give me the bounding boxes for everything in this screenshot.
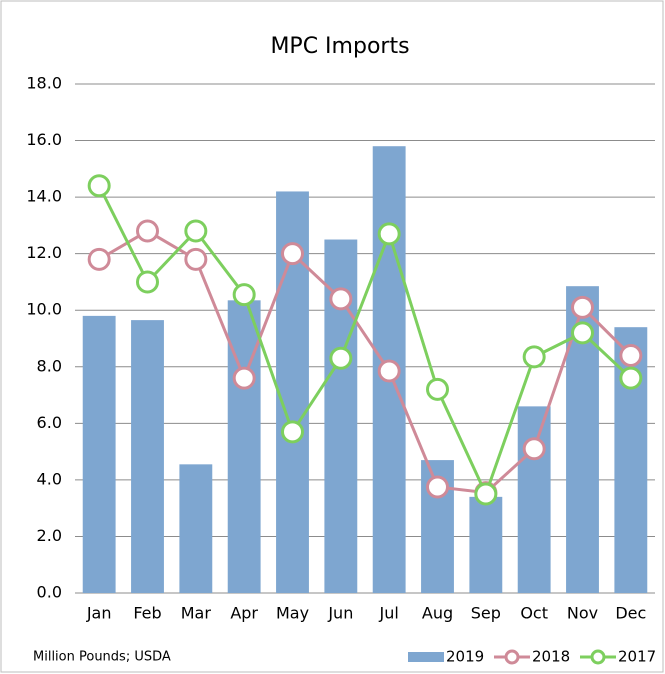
- x-tick-label: Feb: [133, 604, 161, 623]
- y-tick-label: 6.0: [37, 413, 62, 432]
- marker: [522, 345, 546, 369]
- bar: [82, 315, 116, 593]
- marker: [281, 242, 304, 266]
- legend-swatch: [408, 652, 444, 662]
- marker: [426, 377, 449, 401]
- marker: [232, 283, 256, 307]
- y-tick-label: 0.0: [37, 583, 62, 602]
- bar: [131, 320, 164, 593]
- marker: [571, 321, 594, 345]
- y-tick-label: 2.0: [37, 526, 62, 545]
- y-tick-label: 16.0: [26, 130, 62, 149]
- y-tick-label: 10.0: [26, 300, 62, 319]
- y-tick-label: 18.0: [26, 74, 62, 93]
- legend-label: 2019: [446, 648, 484, 666]
- x-tick-label: Oct: [520, 604, 548, 623]
- x-tick-label: Jan: [86, 604, 112, 623]
- chart-title: MPC Imports: [270, 34, 409, 59]
- x-tick-label: May: [276, 604, 309, 623]
- marker: [136, 270, 159, 294]
- y-tick-label: 4.0: [37, 469, 62, 488]
- x-tick-label: Nov: [567, 604, 598, 623]
- y-tick-label: 14.0: [26, 187, 62, 206]
- marker: [281, 420, 304, 444]
- x-tick-label: Jul: [379, 604, 399, 623]
- legend-label: 2017: [618, 648, 656, 666]
- legend-swatch: [590, 649, 606, 665]
- marker: [377, 359, 401, 383]
- marker: [377, 222, 401, 246]
- marker: [522, 437, 546, 461]
- x-tick-label: Sep: [471, 604, 501, 623]
- x-tick-label: Mar: [181, 604, 212, 623]
- x-tick-label: Jun: [327, 604, 353, 623]
- y-tick-label: 12.0: [26, 243, 62, 262]
- marker: [232, 366, 256, 390]
- x-tick-label: Dec: [615, 604, 646, 623]
- x-tick-label: Aug: [422, 604, 453, 623]
- legend-swatch: [504, 649, 520, 665]
- legend-label: 2018: [532, 648, 570, 666]
- bar: [517, 406, 551, 593]
- marker: [136, 219, 159, 243]
- marker: [329, 287, 353, 311]
- marker: [619, 343, 643, 367]
- marker: [329, 346, 353, 370]
- marker: [619, 366, 643, 390]
- marker: [87, 174, 111, 198]
- marker: [184, 219, 208, 243]
- bar: [227, 300, 261, 593]
- y-tick-label: 8.0: [37, 356, 62, 375]
- bar: [469, 496, 503, 593]
- marker: [87, 247, 111, 271]
- x-tick-label: Apr: [230, 604, 258, 623]
- bar: [179, 464, 213, 593]
- marker: [474, 482, 498, 506]
- note: Million Pounds; USDA: [33, 650, 171, 665]
- marker: [426, 475, 449, 499]
- marker: [571, 295, 594, 319]
- marker: [184, 247, 208, 271]
